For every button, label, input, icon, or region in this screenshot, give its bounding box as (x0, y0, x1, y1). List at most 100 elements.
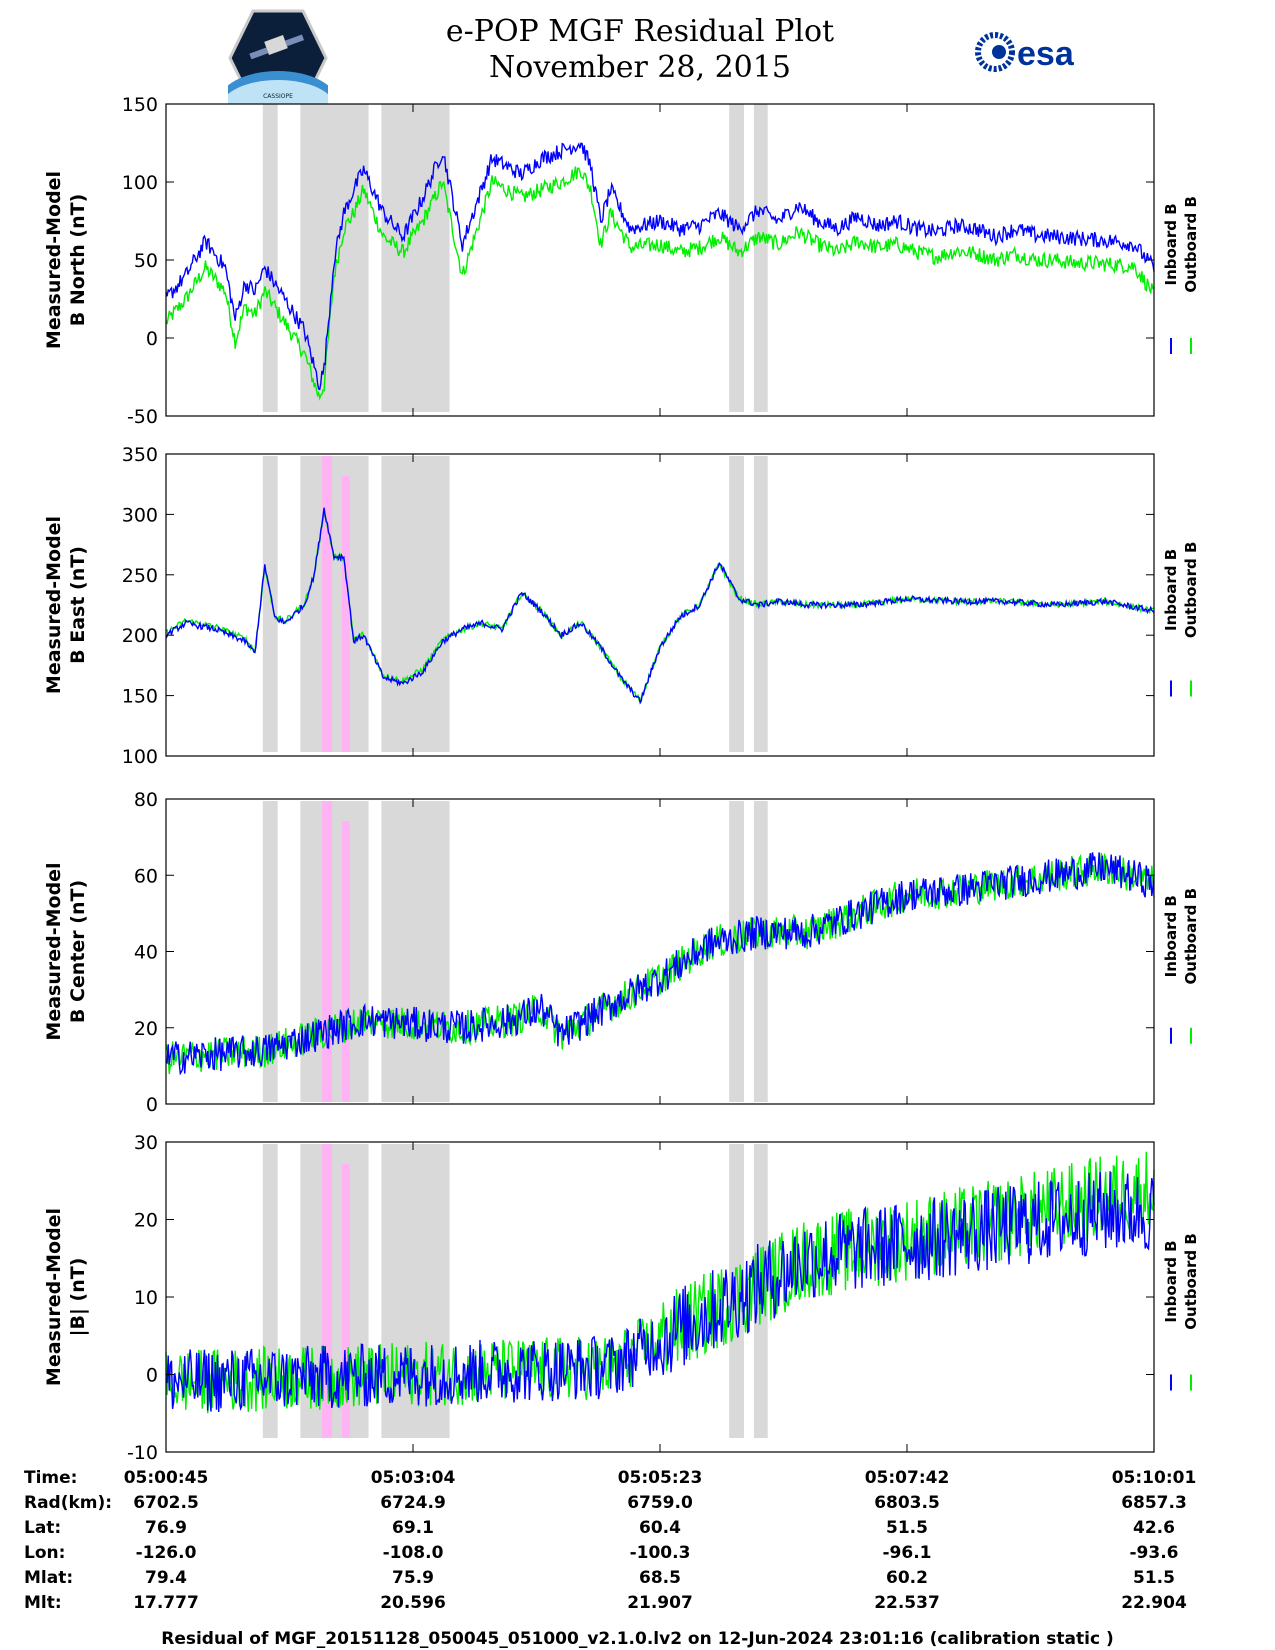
cassiope-caption: CASSIOPE (263, 93, 293, 100)
title-line-1: e-POP MGF Residual Plot (445, 14, 835, 49)
info-value: 05:05:23 (617, 1468, 703, 1488)
inboard-b-line (165, 142, 1155, 391)
y-axis-label: Measured-Model |B| (nT) (43, 1208, 89, 1386)
info-value: 76.9 (145, 1518, 187, 1538)
info-value: 05:10:01 (1111, 1468, 1197, 1488)
esa-emblem-icon (975, 32, 1015, 72)
inboard-b-line (165, 852, 1155, 1076)
gray-shaded-region (729, 1144, 744, 1438)
y-tick-label: 10 (134, 1287, 158, 1309)
y-tick-label: 250 (122, 565, 158, 587)
y-tick-label: 0 (146, 1094, 158, 1116)
info-row-lat: Lat: 76.9 69.1 60.4 51.5 42.6 (0, 1518, 1275, 1543)
info-value: 75.9 (392, 1568, 434, 1588)
gray-shaded-region (381, 801, 450, 1102)
title-line-2: November 28, 2015 (489, 50, 791, 85)
y-tick-label: 0 (146, 328, 158, 350)
y-tick-label: 60 (134, 865, 158, 887)
info-row-mlt: Mlt: 17.777 20.596 21.907 22.537 22.904 (0, 1593, 1275, 1618)
info-value: 22.904 (1121, 1593, 1187, 1613)
ephemeris-table: Time: 05:00:45 05:03:04 05:05:23 05:07:4… (0, 1468, 1275, 1613)
info-value: 05:07:42 (864, 1468, 950, 1488)
y-tick-label: 350 (122, 444, 158, 466)
y-tick-label: 50 (134, 250, 158, 272)
gray-shaded-region (262, 104, 278, 412)
info-label: Time: (24, 1468, 78, 1488)
gray-shaded-region (262, 801, 278, 1102)
info-value: 69.1 (392, 1518, 434, 1538)
info-row-time: Time: 05:00:45 05:03:04 05:05:23 05:07:4… (0, 1468, 1275, 1493)
y-tick-label: 150 (122, 686, 158, 708)
gray-shaded-region (300, 456, 369, 752)
y-tick-label: 30 (134, 1132, 158, 1154)
legend-label: Outboard B (1182, 542, 1200, 639)
info-value: 79.4 (145, 1568, 187, 1588)
info-row-rad: Rad(km): 6702.5 6724.9 6759.0 6803.5 685… (0, 1493, 1275, 1518)
info-value: 17.777 (133, 1593, 199, 1613)
info-value: 68.5 (639, 1568, 681, 1588)
y-axis-label: Measured-Model B East (nT) (43, 516, 89, 694)
info-value: 6724.9 (380, 1493, 446, 1513)
y-tick-label: 200 (122, 625, 158, 647)
y-tick-label: 20 (134, 1210, 158, 1232)
y-tick-label: 20 (134, 1018, 158, 1040)
info-value: -126.0 (135, 1543, 197, 1563)
gray-shaded-region (381, 456, 450, 752)
y-tick-label: 100 (122, 746, 158, 768)
legend-label: Outboard B (1182, 196, 1200, 293)
info-value: 21.907 (627, 1593, 693, 1613)
info-value: 6702.5 (133, 1493, 199, 1513)
info-label: Mlt: (24, 1593, 62, 1613)
info-value: 60.2 (886, 1568, 928, 1588)
pink-shaded-region (322, 1144, 332, 1438)
pink-shaded-region (322, 456, 332, 752)
legend-label: Inboard B (1162, 1240, 1180, 1322)
gray-shaded-region (262, 1144, 278, 1438)
info-value: -108.0 (382, 1543, 444, 1563)
info-value: 6759.0 (627, 1493, 693, 1513)
satellite-icon (264, 35, 288, 55)
info-value: 05:00:45 (123, 1468, 209, 1488)
pink-shaded-region (341, 476, 350, 752)
gray-shaded-region (753, 456, 768, 752)
info-row-lon: Lon: -126.0 -108.0 -100.3 -96.1 -93.6 (0, 1543, 1275, 1568)
info-value: 6803.5 (874, 1493, 940, 1513)
gray-shaded-region (381, 104, 450, 412)
y-tick-label: -50 (127, 406, 158, 428)
gray-shaded-region (753, 801, 768, 1102)
legend-label: Inboard B (1162, 203, 1180, 285)
info-value: 42.6 (1133, 1518, 1175, 1538)
gray-shaded-region (729, 456, 744, 752)
esa-logo: esa (975, 30, 1095, 74)
info-value: 20.596 (380, 1593, 446, 1613)
legend-label: Inboard B (1162, 549, 1180, 631)
legend-label: Outboard B (1182, 888, 1200, 985)
chart-panel-4: -10 0 10 20 30 Measured-Model |B| (nT) Inboard … (43, 1132, 1200, 1464)
y-tick-label: 100 (122, 172, 158, 194)
info-label: Lat: (24, 1518, 62, 1538)
inboard-b-line (165, 507, 1155, 705)
info-value: 51.5 (886, 1518, 928, 1538)
info-value: 60.4 (639, 1518, 681, 1538)
gray-shaded-region (262, 456, 278, 752)
chart-panel-1: -50 0 50 100 150 Measured-Model B North (nT) In… (43, 94, 1200, 428)
outboard-b-line (165, 852, 1155, 1075)
chart-panel-2: 100 150 200 250 300 350 Measured-Model B East (… (43, 444, 1200, 768)
gray-shaded-region (300, 801, 369, 1102)
y-tick-label: 300 (122, 504, 158, 526)
info-value: 22.537 (874, 1593, 940, 1613)
info-value: 51.5 (1133, 1568, 1175, 1588)
inboard-b-line (165, 1171, 1155, 1413)
info-value: -100.3 (629, 1543, 691, 1563)
footer-caption: Residual of MGF_20151128_050045_051000_v… (161, 1629, 1114, 1649)
info-label: Mlat: (24, 1568, 74, 1588)
y-axis-label: Measured-Model B North (nT) (43, 171, 89, 349)
y-tick-label: 0 (146, 1365, 158, 1387)
y-tick-label: 40 (134, 942, 158, 964)
esa-logo-text: esa (1017, 35, 1075, 73)
info-value: 6857.3 (1121, 1493, 1187, 1513)
pink-shaded-region (341, 1164, 350, 1438)
gray-shaded-region (729, 104, 744, 412)
chart-panel-3: 0 20 40 60 80 Measured-Model B Center (nT) Inbo… (43, 789, 1200, 1116)
